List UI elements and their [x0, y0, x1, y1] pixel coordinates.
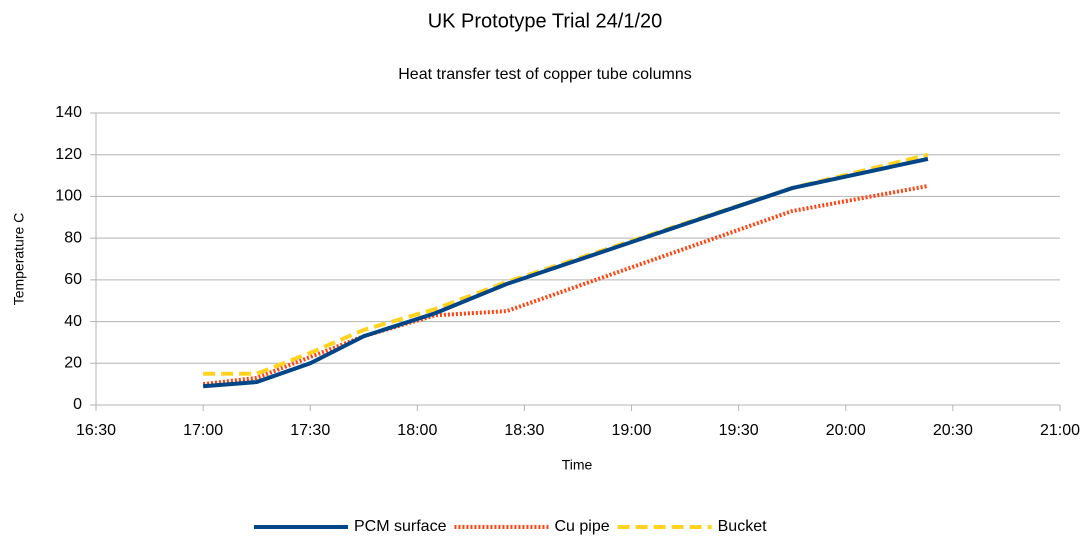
series-line [202, 156, 929, 389]
x-tick-label: 18:30 [504, 422, 544, 439]
chart-subtitle: Heat transfer test of copper tube column… [398, 66, 691, 83]
x-tick-label: 19:00 [612, 422, 652, 439]
y-tick-label: 60 [64, 271, 82, 288]
y-tick-label: 40 [64, 313, 82, 330]
x-tick-label: 20:00 [826, 422, 866, 439]
y-tick-label: 140 [55, 104, 82, 121]
chart-title: UK Prototype Trial 24/1/20 [428, 10, 663, 32]
y-tick-label: 0 [73, 396, 82, 413]
x-tick-label: 18:00 [397, 422, 437, 439]
x-tick-label: 17:30 [290, 422, 330, 439]
y-tick-label: 120 [55, 146, 82, 163]
legend-label: PCM surface [354, 518, 447, 535]
series-line [202, 184, 929, 387]
x-tick-label: 19:30 [719, 422, 759, 439]
y-tick-label: 100 [55, 188, 82, 205]
y-tick-label: 20 [64, 355, 82, 372]
x-tick-label: 21:00 [1040, 422, 1080, 439]
legend-label: Cu pipe [554, 518, 609, 535]
x-tick-label: 16:30 [76, 422, 116, 439]
x-tick-label: 20:30 [933, 422, 973, 439]
series-line [203, 152, 929, 376]
legend-label: Bucket [718, 518, 767, 535]
x-tick-label: 17:00 [183, 422, 223, 439]
x-axis-label: Time [562, 457, 593, 473]
y-tick-label: 80 [64, 229, 82, 246]
y-axis-label: Temperature C [11, 213, 27, 306]
